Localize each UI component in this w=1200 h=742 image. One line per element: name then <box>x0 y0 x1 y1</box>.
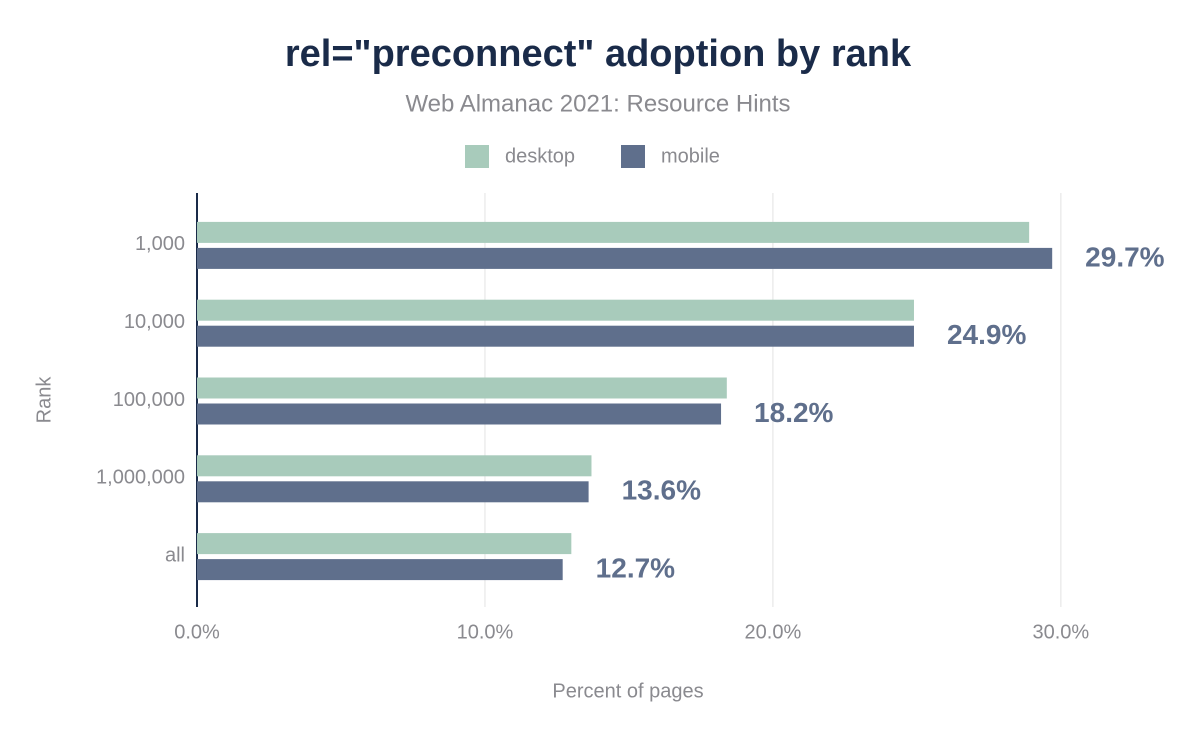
bar <box>197 325 914 347</box>
x-tick-label: 30.0% <box>1032 621 1089 643</box>
y-tick-label: 1,000,000 <box>96 467 185 489</box>
bar <box>197 481 589 503</box>
legend-label: mobile <box>661 145 720 167</box>
bar <box>197 455 592 477</box>
data-label: 13.6% <box>622 475 701 506</box>
bar <box>197 221 1030 243</box>
data-label: 18.2% <box>754 397 833 428</box>
legend-swatch <box>621 145 645 168</box>
bar <box>197 533 572 555</box>
chart-subtitle: Web Almanac 2021: Resource Hints <box>405 90 790 117</box>
bar <box>197 403 722 425</box>
y-tick-label: 1,000 <box>135 233 185 255</box>
data-label: 24.9% <box>947 319 1026 350</box>
x-tick-label: 10.0% <box>457 621 514 643</box>
x-tick-label: 0.0% <box>174 621 220 643</box>
data-label: 12.7% <box>596 552 675 583</box>
y-tick-label: 10,000 <box>124 311 185 333</box>
bar <box>197 377 727 399</box>
bar <box>197 247 1053 269</box>
y-axis-title: Rank <box>33 376 55 424</box>
data-label: 29.7% <box>1085 241 1164 272</box>
y-tick-label: 100,000 <box>113 389 185 411</box>
bar <box>197 299 914 321</box>
chart-title: rel="preconnect" adoption by rank <box>285 33 912 75</box>
legend-label: desktop <box>505 145 575 167</box>
x-tick-label: 20.0% <box>745 621 802 643</box>
bar <box>197 559 563 581</box>
x-axis-title: Percent of pages <box>552 680 703 702</box>
y-tick-label: all <box>165 544 185 566</box>
legend-swatch <box>465 145 489 168</box>
